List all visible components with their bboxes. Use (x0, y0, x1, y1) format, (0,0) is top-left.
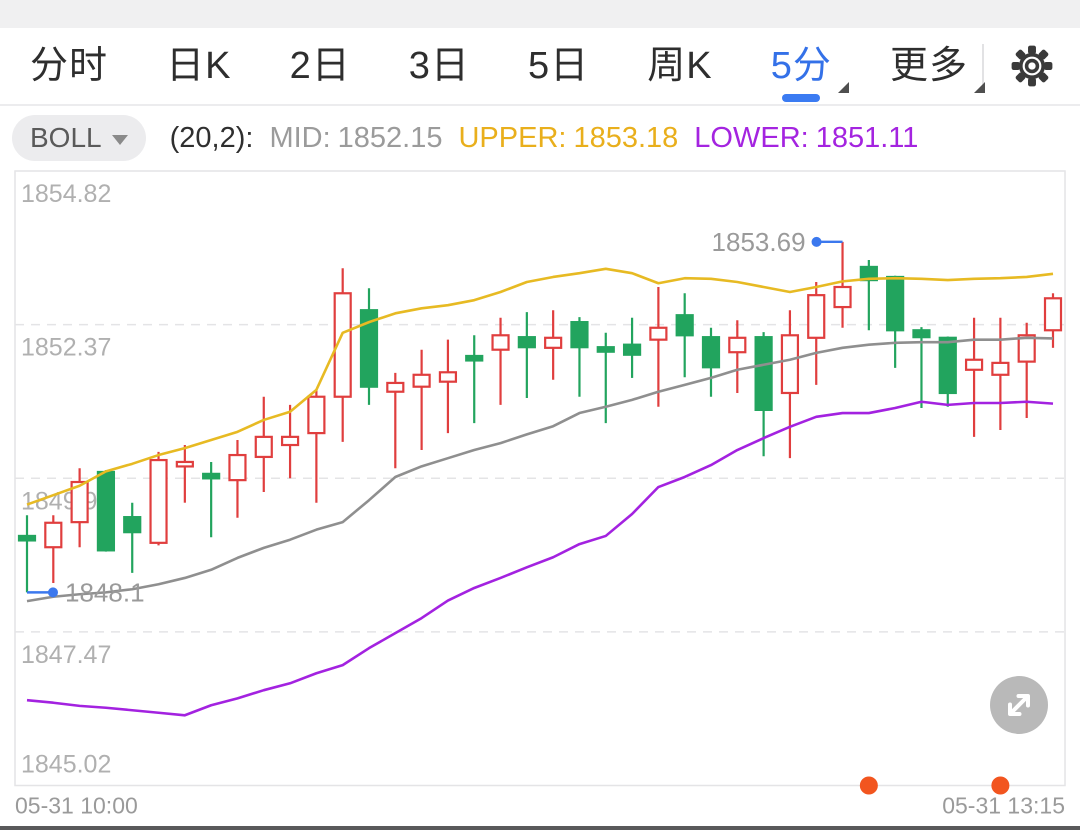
tab-label: 2日 (289, 45, 351, 87)
tab-day-k[interactable]: 日K (166, 44, 231, 88)
candle-body (254, 435, 273, 459)
indicator-upper: UPPER: 1853.18 (458, 121, 679, 154)
candle-body (359, 309, 379, 388)
boll-lower-line (26, 400, 1054, 717)
candle-body (412, 373, 431, 388)
candle-body (1043, 297, 1063, 332)
high-marker-dot (811, 236, 822, 247)
indicator-params: (20,2): (169, 121, 254, 154)
candle-body (228, 453, 247, 482)
candle-body (386, 381, 405, 393)
candle-body (886, 275, 905, 332)
indicator-mid: MID: 1852.15 (269, 121, 443, 154)
candle-body (307, 395, 326, 435)
candle-body (96, 470, 116, 552)
candle-body (465, 354, 484, 362)
candle-body (280, 435, 300, 447)
period-tabbar: 分时 日K 2日 3日 5日 周K 5分 更多 (0, 28, 1080, 106)
candlestick-chart[interactable]: 1854.821852.371849.921847.471845.021853.… (0, 170, 1080, 830)
candle-body (570, 321, 589, 349)
high-price-label: 1853.69 (712, 227, 806, 257)
gear-icon (1011, 45, 1053, 87)
candle-body (833, 285, 852, 309)
chevron-down-icon (111, 134, 128, 145)
expand-button[interactable] (990, 676, 1048, 734)
indicator-name: BOLL (30, 122, 102, 153)
candle-body (70, 480, 89, 524)
bottom-edge-bar (0, 826, 1080, 830)
candle-body (964, 358, 984, 371)
chart-frame (14, 170, 1066, 787)
tab-label: 分时 (30, 45, 109, 87)
boll-mid-line (26, 336, 1054, 603)
candle-body (149, 458, 168, 544)
candle-body (675, 314, 694, 337)
candle-body (175, 460, 194, 468)
candle-body (333, 292, 352, 398)
candle-body (991, 361, 1010, 376)
candle-body (17, 534, 37, 542)
indicator-bar: BOLL (20,2): MID: 1852.15 UPPER: 1853.18 L… (0, 108, 1080, 168)
tab-5day[interactable]: 5日 (528, 44, 589, 88)
tab-week-k[interactable]: 周K (647, 44, 712, 88)
candle-body (701, 336, 721, 369)
candle-body (491, 334, 510, 351)
y-axis-label: 1847.47 (21, 641, 111, 669)
candle-body (596, 346, 615, 353)
event-dot[interactable] (991, 776, 1010, 795)
active-tab-underline (782, 94, 821, 102)
candle-body (1017, 334, 1036, 363)
candle-body (438, 371, 458, 383)
x-axis-label-start: 05-31 10:00 (15, 793, 138, 819)
candle-body (622, 343, 642, 356)
y-axis-label: 1852.37 (21, 334, 111, 362)
tab-timeline[interactable]: 分时 (30, 44, 108, 88)
candle-body (912, 329, 931, 339)
tab-3day[interactable]: 3日 (409, 44, 470, 88)
tab-5min[interactable]: 5分 (770, 44, 849, 102)
tab-label: 3日 (408, 45, 470, 87)
candle-body (754, 336, 773, 412)
x-axis-label-end: 05-31 13:15 (942, 793, 1065, 819)
tab-label: 日K (166, 45, 232, 87)
candle-body (780, 334, 800, 395)
tab-more[interactable]: 更多 (889, 44, 985, 93)
candle-body (544, 336, 563, 349)
y-axis-label: 1845.02 (21, 751, 111, 779)
tabbar-divider (982, 44, 984, 88)
candle-body (202, 472, 221, 480)
candle-body (44, 521, 63, 549)
dropdown-caret-icon (837, 82, 849, 93)
candle-body (807, 294, 826, 339)
candle-body (938, 336, 957, 395)
tab-2day[interactable]: 2日 (290, 44, 351, 88)
tab-label: 5分 (770, 45, 832, 87)
expand-icon (1008, 694, 1030, 716)
indicator-selector[interactable]: BOLL (12, 115, 146, 161)
tab-label: 5日 (528, 45, 590, 87)
settings-button[interactable] (984, 43, 1080, 89)
y-axis-label: 1854.82 (21, 180, 111, 208)
candle-body (728, 336, 747, 354)
event-dot[interactable] (859, 776, 878, 795)
low-price-label: 1848.1 (65, 577, 145, 607)
candle-body (649, 326, 668, 341)
indicator-lower: LOWER: 1851.11 (694, 121, 919, 154)
low-marker-dot (48, 587, 58, 598)
status-strip (0, 0, 1080, 28)
candle-body (517, 336, 536, 349)
candle-body (123, 516, 142, 534)
boll-upper-line (26, 267, 1054, 506)
tab-label: 周K (647, 45, 713, 87)
dropdown-caret-icon (973, 82, 985, 93)
tab-label: 更多 (889, 45, 968, 87)
period-tabs: 分时 日K 2日 3日 5日 周K 5分 更多 (0, 44, 985, 102)
